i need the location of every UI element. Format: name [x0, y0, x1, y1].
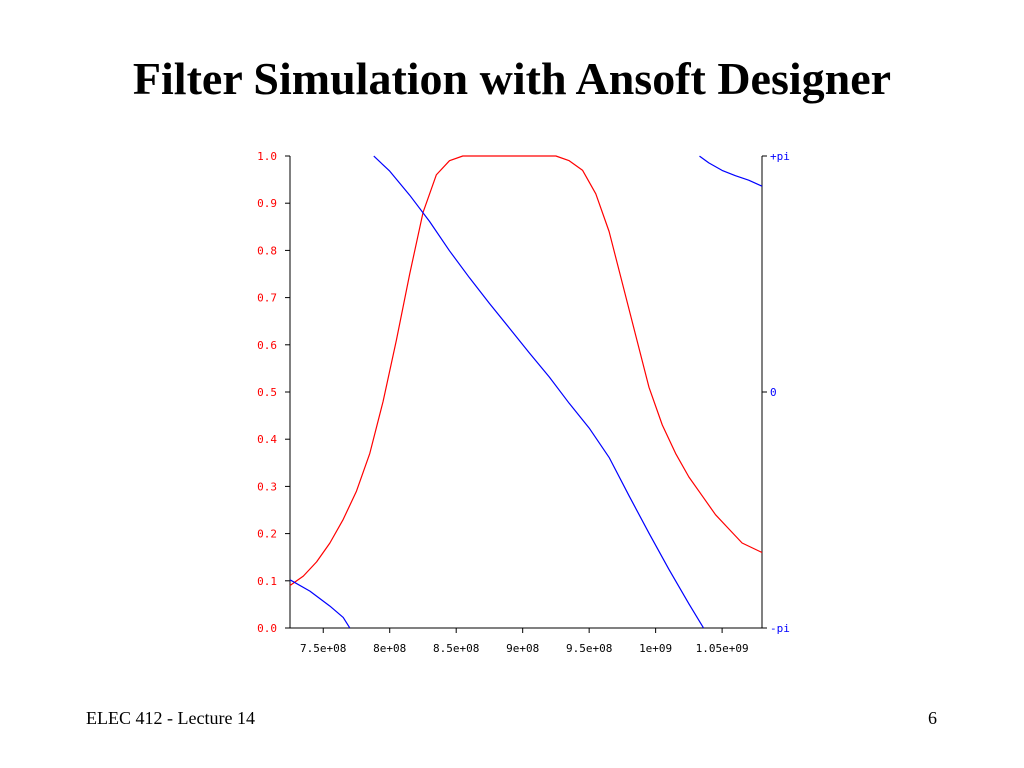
y-tick-label-left: 0.8 — [257, 244, 277, 257]
y-tick-label-left: 0.3 — [257, 480, 277, 493]
y-tick-label-left: 0.5 — [257, 386, 277, 399]
y-tick-label-left: 0.9 — [257, 197, 277, 210]
y-tick-label-left: 0.6 — [257, 339, 277, 352]
x-tick-label: 1e+09 — [639, 642, 672, 655]
y-tick-label-right: +pi — [770, 150, 790, 163]
x-tick-label: 8e+08 — [373, 642, 406, 655]
x-tick-label: 9e+08 — [506, 642, 539, 655]
footer-course-label: ELEC 412 - Lecture 14 — [86, 708, 255, 728]
x-tick-label: 9.5e+08 — [566, 642, 612, 655]
phase-series-line-1 — [289, 579, 351, 629]
slide-title: Filter Simulation with Ansoft Designer — [132, 53, 892, 104]
y-tick-label-right: 0 — [770, 386, 777, 399]
slide-page-number: 6 — [928, 708, 937, 728]
tick-labels: 0.0 0.1 0.2 0.3 0.4 0.5 0.6 0.7 0.8 0.9 1.0 +pi 0 -pi… — [257, 150, 790, 655]
series-lines — [289, 155, 763, 629]
x-tick-label: 7.5e+08 — [300, 642, 346, 655]
tick-marks — [285, 155, 767, 633]
phase-series-line-3 — [699, 155, 763, 187]
x-tick-label: 1.05e+09 — [696, 642, 749, 655]
x-tick-label: 8.5e+08 — [433, 642, 479, 655]
y-tick-label-left: 0.2 — [257, 528, 277, 541]
y-tick-label-left: 0.7 — [257, 292, 277, 305]
y-tick-label-left: 0.1 — [257, 575, 277, 588]
axes — [289, 156, 763, 629]
y-tick-label-left: 0.0 — [257, 622, 277, 635]
phase-series-line-2 — [373, 155, 705, 629]
y-tick-label-right: -pi — [770, 622, 790, 635]
y-tick-label-left: 1.0 — [257, 150, 277, 163]
magnitude-series-line — [289, 155, 763, 586]
y-tick-label-left: 0.4 — [257, 433, 277, 446]
